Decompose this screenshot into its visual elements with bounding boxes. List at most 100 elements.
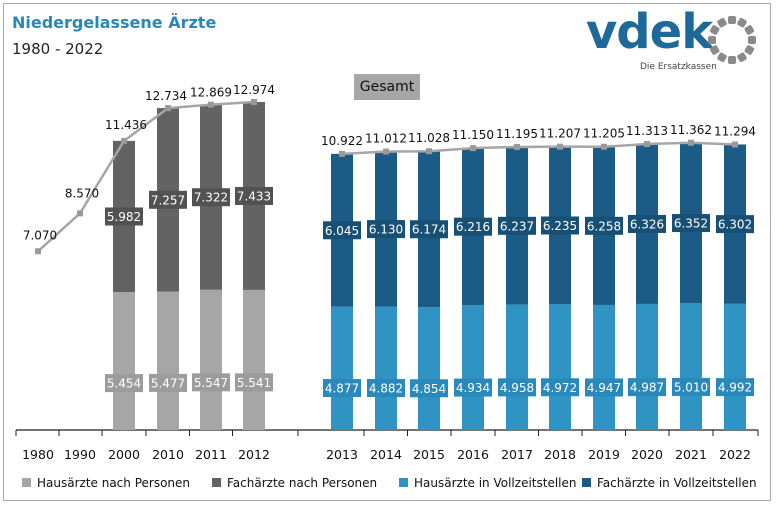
bar-segment — [506, 304, 528, 430]
bar-data-label: 4.972 — [543, 381, 577, 395]
x-tick-label: 2014 — [370, 447, 402, 462]
logo-ring-dot — [728, 56, 736, 64]
legend-label: Fachärzte in Vollzeitstellen — [597, 476, 757, 490]
bar-segment — [680, 303, 702, 430]
bar-data-label: 6.130 — [369, 223, 403, 237]
bar-label-bg — [410, 379, 448, 398]
bar-data-label: 6.326 — [630, 217, 664, 231]
bar-data-label: 4.854 — [412, 382, 446, 396]
x-tick-label: 2013 — [326, 447, 358, 462]
logo-ring-icon — [708, 16, 756, 64]
bar-label-bg — [105, 374, 143, 393]
bar-segment — [724, 303, 746, 430]
total-point — [383, 148, 389, 155]
total-data-label: 10.922 — [321, 134, 363, 148]
legend-item-fachaerzte-personen: Fachärzte nach Personen — [212, 476, 377, 490]
x-tick-label: 2018 — [544, 447, 576, 462]
bar-label-bg — [716, 215, 754, 234]
bar-segment — [462, 305, 484, 430]
total-point — [165, 105, 171, 112]
bar-data-label: 6.352 — [674, 217, 708, 231]
total-point — [35, 248, 41, 255]
bar-label-bg — [235, 373, 273, 392]
total-point — [121, 137, 127, 144]
logo-ring-dot — [744, 45, 755, 55]
x-tick-label: 2022 — [719, 447, 751, 462]
logo-word: vdek — [586, 4, 713, 60]
logo-tagline: Die Ersatzkassen — [640, 62, 717, 72]
bar-data-label: 4.877 — [325, 382, 359, 396]
bar-data-label: 4.992 — [718, 381, 752, 395]
bar-data-label: 6.302 — [718, 218, 752, 232]
bar-label-bg — [192, 188, 230, 207]
bar-label-bg — [585, 378, 623, 397]
legend-swatch — [212, 478, 221, 487]
bar-data-label: 6.237 — [500, 219, 534, 233]
bar-label-bg — [498, 378, 536, 397]
x-tick-label: 2000 — [108, 447, 140, 462]
bar-label-bg — [105, 207, 143, 226]
logo-ring-dot — [744, 25, 755, 35]
bar-label-bg — [367, 379, 405, 398]
total-data-label: 11.313 — [626, 124, 668, 138]
total-point — [732, 141, 738, 148]
legend-label: Hausärzte in Vollzeitstellen — [414, 476, 577, 490]
logo-ring-dot — [728, 16, 736, 24]
bar-segment — [636, 303, 658, 430]
legend-swatch — [399, 478, 408, 487]
bar-data-label: 4.947 — [587, 381, 621, 395]
logo-ring-dot — [709, 45, 720, 55]
logo-ring-dot — [737, 52, 747, 63]
chart-legend: Hausärzte nach Personen Fachärzte nach P… — [22, 476, 762, 492]
total-point — [251, 99, 257, 105]
bar-data-label: 6.235 — [543, 219, 577, 233]
bar-data-label: 7.322 — [194, 191, 228, 205]
bar-label-bg — [235, 186, 273, 205]
bar-data-label: 7.433 — [237, 189, 271, 203]
total-data-label: 12.869 — [190, 86, 232, 100]
x-tick-label: 1980 — [22, 447, 54, 462]
total-data-label: 11.362 — [670, 123, 712, 137]
bar-data-label: 6.216 — [456, 220, 490, 234]
bar-segment — [418, 307, 440, 430]
bar-label-bg — [149, 373, 187, 392]
bar-data-label: 4.987 — [630, 381, 664, 395]
total-point — [77, 210, 83, 217]
total-point — [601, 143, 607, 150]
bar-label-bg — [585, 216, 623, 235]
total-point — [339, 150, 345, 157]
bar-data-label: 5.547 — [194, 376, 228, 390]
bar-label-bg — [323, 221, 361, 240]
bar-label-bg — [410, 220, 448, 239]
logo-ring-dot — [748, 36, 756, 44]
bar-data-label: 7.257 — [151, 193, 185, 207]
bar-label-bg — [149, 190, 187, 209]
bar-label-bg — [541, 378, 579, 397]
total-point — [208, 101, 214, 108]
total-line-vollzeit — [341, 141, 736, 156]
bar-data-label: 6.174 — [412, 223, 446, 237]
total-data-label: 11.436 — [105, 118, 147, 132]
total-data-label: 12.734 — [145, 89, 187, 103]
total-data-label: 7.070 — [23, 228, 57, 242]
x-tick-label: 1990 — [64, 447, 96, 462]
total-data-label: 11.294 — [714, 124, 756, 138]
logo-ring-dot — [717, 52, 727, 63]
total-point — [514, 143, 520, 150]
bar-label-bg — [716, 378, 754, 397]
bar-label-bg — [628, 214, 666, 233]
bar-segment — [593, 304, 615, 430]
x-tick-label: 2020 — [631, 447, 663, 462]
chart-title: Niedergelassene Ärzte — [12, 13, 217, 32]
total-data-label: 11.028 — [408, 131, 450, 145]
x-tick-label: 2015 — [413, 447, 445, 462]
legend-swatch — [22, 478, 31, 487]
bar-label-bg — [498, 216, 536, 235]
bar-data-label: 5.541 — [237, 376, 271, 390]
bar-data-label: 5.982 — [107, 210, 141, 224]
x-tick-label: 2012 — [238, 447, 270, 462]
legend-swatch — [582, 478, 591, 487]
total-point — [426, 148, 432, 155]
bar-data-label: 5.010 — [674, 380, 708, 394]
